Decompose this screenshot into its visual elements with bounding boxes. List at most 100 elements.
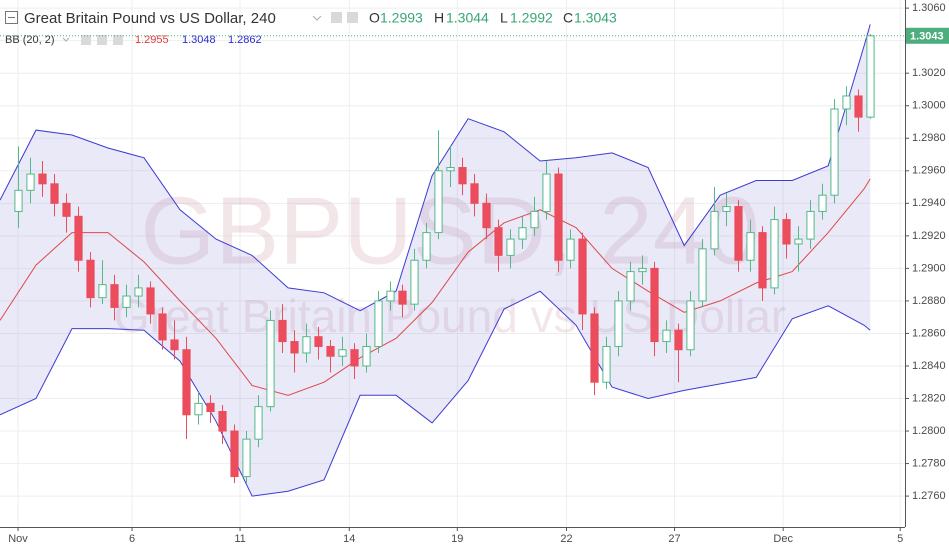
candle-body xyxy=(506,238,515,256)
candle-body xyxy=(698,248,707,302)
candle-body xyxy=(614,300,623,347)
candle-body xyxy=(194,402,203,416)
candle-body xyxy=(302,336,311,354)
symbol-title: Great Britain Pound vs US Dollar, 240 xyxy=(24,10,276,27)
x-tick-label: 19 xyxy=(451,533,463,545)
candle-body xyxy=(398,290,407,305)
candle-body xyxy=(446,167,455,172)
candle-body xyxy=(218,411,227,432)
candle-body xyxy=(602,345,611,383)
y-tick-label: 1.2840 xyxy=(912,360,946,372)
candle-body xyxy=(578,238,587,315)
y-tick-label: 1.2900 xyxy=(912,262,946,274)
y-tick-label: 1.2980 xyxy=(912,132,946,144)
indicator-upper-value: 1.3048 xyxy=(182,34,216,46)
x-tick-label: 22 xyxy=(560,533,572,545)
collapse-icon[interactable] xyxy=(5,11,18,24)
candle-body xyxy=(650,267,659,343)
high-label: H xyxy=(434,10,444,26)
y-tick-label: 1.3020 xyxy=(912,67,946,79)
candle-body xyxy=(98,284,107,299)
dropdown-icon[interactable] xyxy=(312,15,322,21)
candle-body xyxy=(638,267,647,273)
candle-body xyxy=(26,173,35,191)
candle-body xyxy=(74,215,83,261)
open-value: 1.2993 xyxy=(380,10,423,26)
low-value: 1.2992 xyxy=(510,10,553,26)
high-value: 1.3044 xyxy=(446,10,489,26)
candle-body xyxy=(674,329,683,351)
y-tick-label: 1.2920 xyxy=(912,230,946,242)
candle-body xyxy=(206,402,215,413)
y-tick-label: 1.2960 xyxy=(912,165,946,177)
candle-body xyxy=(470,183,479,204)
candle-body xyxy=(782,219,791,245)
y-tick-label: 1.2860 xyxy=(912,327,946,339)
y-tick-label: 1.2800 xyxy=(912,425,946,437)
candle-body xyxy=(722,206,731,212)
candle-body xyxy=(170,339,179,351)
candle-body xyxy=(110,284,119,308)
candle-body xyxy=(278,319,287,343)
indicator-label: BB (20, 2) xyxy=(5,34,55,46)
candles xyxy=(14,34,875,484)
candle-body xyxy=(590,313,599,383)
close-label: C xyxy=(563,10,573,26)
indicator-settings-icon[interactable] xyxy=(97,35,107,45)
candle-body xyxy=(710,210,719,250)
candle-body xyxy=(806,210,815,240)
candle-body xyxy=(866,35,875,118)
band-middle xyxy=(0,178,871,396)
candle-body xyxy=(254,406,263,440)
indicator-middle-value: 1.2955 xyxy=(135,34,169,46)
candle-body xyxy=(350,349,359,367)
candle-body xyxy=(662,329,671,343)
eye-icon[interactable] xyxy=(331,12,342,23)
candle-body xyxy=(626,271,635,302)
low-label: L xyxy=(500,10,508,26)
candle-body xyxy=(86,259,95,299)
candle-body xyxy=(50,183,59,204)
axes xyxy=(0,0,906,528)
indicator-eye-icon[interactable] xyxy=(81,35,91,45)
indicator-remove-icon[interactable] xyxy=(113,35,123,45)
indicator-lower-value: 1.2862 xyxy=(228,34,262,46)
watermark: GBPUSD, 240 Great Britain Pound vs US Do… xyxy=(114,177,786,342)
candle-body xyxy=(230,430,239,478)
candle-body xyxy=(554,173,563,261)
x-tick-label: Nov xyxy=(8,533,28,545)
y-tick-label: 1.2820 xyxy=(912,392,946,404)
x-tick-label: Dec xyxy=(773,533,793,545)
y-tick-label: 1.2760 xyxy=(912,490,946,502)
x-tick-label: 27 xyxy=(668,533,680,545)
candle-body xyxy=(158,313,167,341)
y-tick-label: 1.2880 xyxy=(912,295,946,307)
candle-body xyxy=(422,232,431,261)
x-tick-label: 5 xyxy=(897,533,903,545)
band-lower xyxy=(0,290,871,497)
candle-body xyxy=(266,319,275,408)
candle-body xyxy=(290,341,299,354)
candle-body xyxy=(566,238,575,261)
candle-body xyxy=(326,345,335,357)
candle-body xyxy=(122,295,131,308)
candle-body xyxy=(14,189,23,212)
candle-body xyxy=(494,227,503,256)
x-tick-label: 6 xyxy=(129,533,135,545)
band-fill xyxy=(0,24,871,497)
candle-body xyxy=(530,210,539,229)
candle-body xyxy=(374,300,383,347)
candle-body xyxy=(734,206,743,261)
candle-body xyxy=(182,349,191,416)
candle-body xyxy=(146,287,155,315)
candle-body xyxy=(314,336,323,347)
candle-body xyxy=(686,300,695,351)
candle-body xyxy=(242,438,251,478)
y-tick-label: 1.3060 xyxy=(912,2,946,14)
settings-icon[interactable] xyxy=(347,12,358,23)
y-tick-label: 1.2940 xyxy=(912,197,946,209)
indicator-dropdown[interactable] xyxy=(62,37,70,42)
candle-body xyxy=(458,167,467,185)
candle-body xyxy=(770,219,779,289)
